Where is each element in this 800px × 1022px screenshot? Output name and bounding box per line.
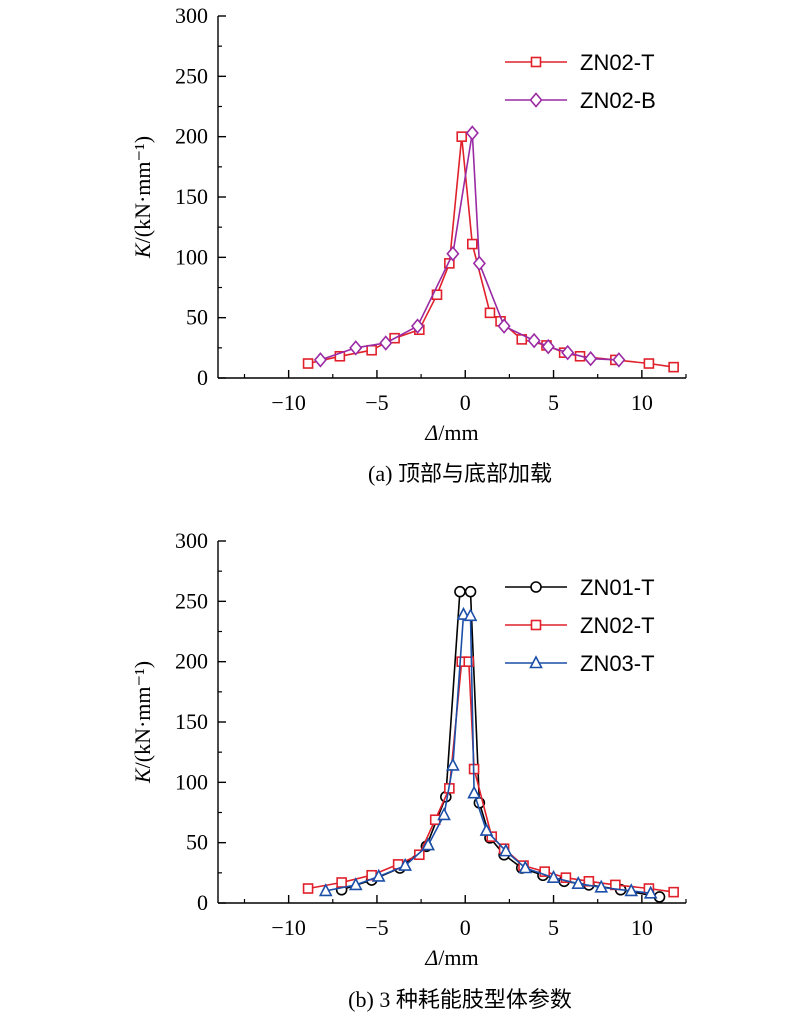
data-point: [313, 352, 327, 368]
x-tick-label: 5: [548, 915, 559, 940]
data-point: [465, 125, 479, 141]
chart-caption: (a) 顶部与底部加载: [368, 461, 552, 486]
data-point: [421, 837, 435, 851]
data-point: [668, 886, 679, 898]
series-ZN02-T: [302, 131, 679, 373]
y-tick-label: 200: [175, 649, 208, 674]
data-point: [463, 608, 478, 622]
data-point: [463, 656, 475, 667]
legend-label: ZN02-B: [580, 88, 656, 113]
y-tick-label: 50: [186, 305, 208, 330]
data-point: [499, 843, 513, 857]
y-tick-label: 100: [175, 244, 208, 269]
data-point: [472, 255, 486, 272]
chart-b: (b) 3 种耗能肢型体参数 0 50 100 150 200 250 300 −10 −5 0 5…: [130, 528, 687, 1012]
y-tick-label: 200: [175, 124, 208, 149]
data-point: [371, 868, 386, 882]
y-tick-label: 0: [197, 890, 208, 915]
x-tick-label: 0: [460, 390, 471, 415]
data-point: [497, 318, 511, 334]
data-point: [584, 350, 598, 367]
data-point: [414, 849, 425, 861]
y-axis-label: K/(kN·mm⁻¹): [130, 661, 155, 784]
data-point: [624, 883, 639, 897]
data-point: [612, 352, 626, 368]
data-point: [560, 872, 572, 883]
data-point: [348, 877, 363, 891]
data-point: [379, 335, 393, 351]
data-point: [643, 358, 655, 369]
legend-marker: [529, 655, 543, 669]
legend-label: ZN02-T: [580, 50, 655, 75]
data-point: [484, 307, 496, 319]
y-tick-label: 0: [197, 365, 208, 390]
y-tick-label: 150: [175, 184, 208, 209]
data-point: [302, 883, 314, 894]
data-point: [527, 332, 541, 349]
data-point: [336, 877, 347, 888]
data-point: [643, 885, 658, 899]
data-point: [541, 338, 555, 355]
data-point: [594, 879, 609, 893]
y-tick-label: 300: [175, 3, 208, 28]
chart-a: (a) 顶部与底部加载 0 50 100 150 200 250 300 −10 −5 0 5 10 Δ…: [130, 3, 687, 486]
series-ZN03-T: [318, 606, 658, 899]
data-point: [446, 757, 460, 771]
x-tick-label: 10: [631, 915, 653, 940]
y-tick-label: 100: [175, 769, 208, 794]
data-point: [464, 585, 477, 598]
data-point: [318, 883, 333, 897]
data-point: [446, 245, 460, 262]
data-point: [479, 822, 494, 836]
series-ZN02-B: [313, 125, 626, 368]
legend-label: ZN03-T: [580, 651, 655, 676]
data-point: [366, 344, 377, 356]
data-point: [467, 238, 478, 250]
legend-marker: [530, 619, 542, 631]
data-point: [571, 875, 586, 889]
y-tick-label: 50: [186, 830, 208, 855]
data-point: [444, 258, 455, 269]
chart-caption: (b) 3 种耗能肢型体参数: [348, 987, 572, 1012]
x-axis-label: Δ/mm: [424, 420, 478, 445]
data-point: [454, 585, 466, 598]
y-tick-label: 300: [175, 528, 208, 553]
legend-marker: [530, 56, 542, 68]
x-tick-label: −10: [271, 390, 305, 415]
legend-marker: [530, 581, 542, 593]
x-axis-label: Δ/mm: [424, 945, 478, 970]
legend-label: ZN02-T: [580, 613, 655, 638]
legend-marker: [529, 92, 543, 108]
y-tick-label: 150: [175, 709, 208, 734]
data-point: [518, 860, 533, 874]
data-point: [437, 807, 451, 821]
data-point: [334, 350, 346, 362]
data-point: [539, 866, 551, 877]
data-point: [411, 318, 425, 334]
x-tick-label: 10: [631, 390, 653, 415]
x-tick-label: 5: [548, 390, 559, 415]
data-point: [668, 361, 679, 373]
y-tick-label: 250: [175, 63, 208, 88]
series-line: [307, 135, 674, 368]
data-point: [398, 857, 413, 871]
series-line: [307, 660, 674, 893]
legend-label: ZN01-T: [580, 575, 655, 600]
data-point: [456, 131, 468, 142]
x-tick-label: −5: [365, 390, 388, 415]
data-point: [349, 340, 363, 356]
data-point: [546, 869, 561, 883]
data-point: [561, 344, 575, 361]
data-point: [467, 785, 481, 799]
x-tick-label: 0: [460, 915, 471, 940]
series-ZN02-T: [302, 656, 679, 898]
data-point: [302, 358, 314, 369]
x-tick-label: −5: [365, 915, 388, 940]
x-tick-label: −10: [271, 915, 305, 940]
y-tick-label: 250: [175, 588, 208, 613]
y-axis-label: K/(kN·mm⁻¹): [130, 136, 155, 259]
